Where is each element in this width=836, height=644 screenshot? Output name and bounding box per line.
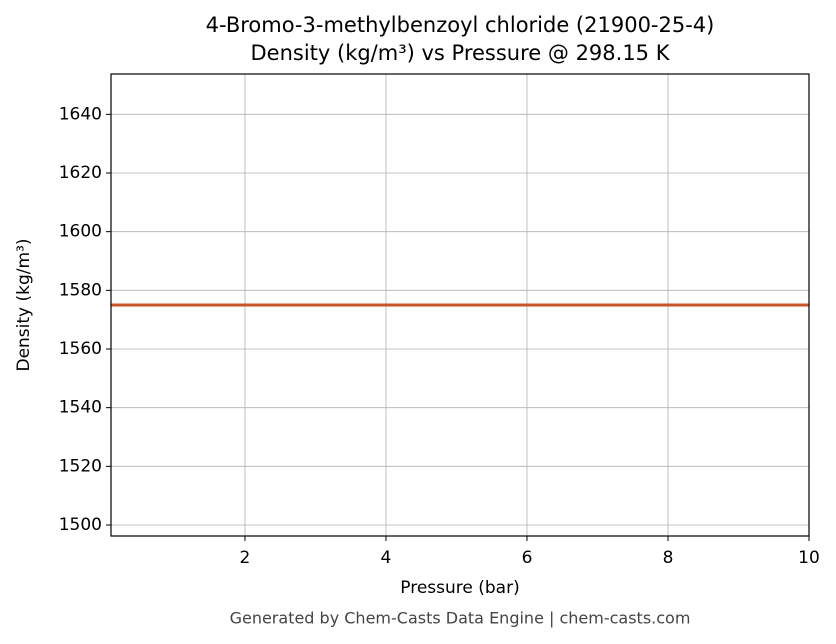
x-tick-label: 8 (663, 548, 674, 568)
plot-frame (110, 73, 810, 537)
chart-subtitle: Density (kg/m³) vs Pressure @ 298.15 K (250, 41, 670, 65)
x-tick-label: 10 (798, 548, 820, 568)
y-tick-label: 1580 (59, 280, 102, 300)
y-tick-label: 1600 (59, 222, 102, 242)
y-tick-label: 1560 (59, 339, 102, 359)
y-tick-label: 1620 (59, 163, 102, 183)
y-tick-label: 1540 (59, 398, 102, 418)
x-tick-label: 4 (381, 548, 392, 568)
x-axis-label: Pressure (bar) (400, 578, 519, 598)
y-axis-label: Density (kg/m³) (14, 238, 34, 371)
x-tick-label: 2 (240, 548, 251, 568)
y-tick-label: 1640 (59, 104, 102, 124)
y-tick-label: 1520 (59, 456, 102, 476)
footer: Generated by Chem-Casts Data Engine | ch… (230, 609, 691, 628)
chart-title: 4-Bromo-3-methylbenzoyl chloride (21900-… (206, 13, 715, 37)
y-tick-label: 1500 (59, 515, 102, 535)
x-tick-label: 6 (522, 548, 533, 568)
